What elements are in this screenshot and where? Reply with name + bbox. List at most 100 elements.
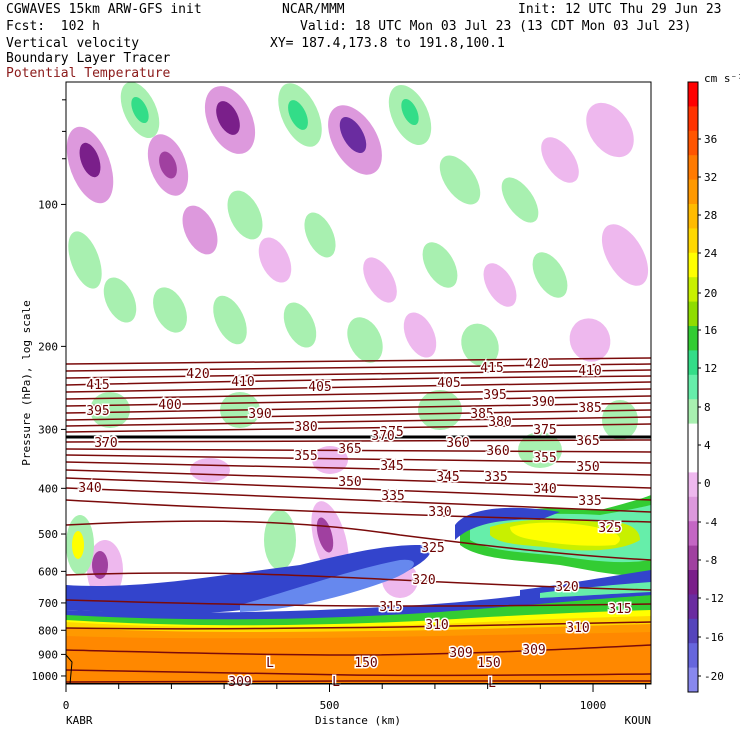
- theta-labels: 415 420 410 405 415 420 410 395 400 390 405 395 390 3…: [77, 356, 633, 693]
- colorbar-label: 20: [704, 287, 717, 300]
- x-tick-label: 0: [63, 699, 70, 712]
- right-station-label: KOUN: [625, 714, 652, 727]
- y-tick-label: 300: [38, 423, 58, 436]
- theta-label: 315: [608, 602, 631, 617]
- x-axis-label: Distance (km): [315, 714, 401, 727]
- colorbar-label: 28: [704, 209, 717, 222]
- y-axis-ticks: 100 200 300 400 500 600 700 800 900 1000: [32, 99, 66, 683]
- colorbar-swatch: [688, 448, 698, 473]
- colorbar-swatch: [688, 130, 698, 156]
- forecast-prefix: Fcst:: [6, 19, 46, 34]
- theta-label: 309: [449, 646, 472, 661]
- theta-label: 420: [525, 357, 548, 372]
- colorbar-swatch: [688, 155, 698, 181]
- colorbar-label: -20: [704, 670, 724, 683]
- colorbar-swatch: [688, 618, 698, 644]
- theta-label: 340: [78, 481, 101, 496]
- colorbar-label: 24: [704, 247, 718, 260]
- colorbar-label: 36: [704, 133, 717, 146]
- theta-label: 405: [437, 376, 460, 391]
- theta-label: 310: [566, 621, 589, 636]
- low-marker: L: [266, 656, 274, 671]
- theta-label: 309: [522, 643, 545, 658]
- colorbar-label: -4: [704, 516, 718, 529]
- theta-label: 365: [576, 434, 599, 449]
- x-tick-label: 500: [320, 699, 340, 712]
- theta-label: 385: [578, 401, 601, 416]
- colorbar-swatch: [688, 496, 698, 522]
- left-station-label: KABR: [66, 714, 93, 727]
- theta-label: 380: [488, 415, 511, 430]
- field-potential-temperature: Potential Temperature: [6, 66, 171, 81]
- theta-label: 410: [578, 364, 601, 379]
- y-tick-label: 800: [38, 624, 58, 637]
- colorbar-label: -12: [704, 592, 724, 605]
- theta-label: 325: [598, 521, 621, 536]
- theta-label: 310: [425, 618, 448, 633]
- theta-label: 395: [86, 404, 109, 419]
- theta-label: 350: [576, 460, 599, 475]
- colorbar-swatch: [688, 228, 698, 254]
- colorbar-label: -16: [704, 631, 724, 644]
- theta-label: 150: [477, 656, 500, 671]
- theta-label: 375: [380, 425, 403, 440]
- theta-label: 400: [158, 398, 181, 413]
- colorbar-frame: [687, 81, 699, 693]
- y-tick-label: 500: [38, 528, 58, 541]
- plot-frame: [65, 81, 652, 685]
- colorbar-swatch: [688, 667, 698, 693]
- colorbar-swatch: [688, 399, 698, 425]
- colorbar-label: 0: [704, 477, 711, 490]
- colorbar-swatch: [688, 545, 698, 571]
- field-boundary-layer-tracer: Boundary Layer Tracer: [6, 51, 171, 66]
- theta-label: 355: [533, 451, 556, 466]
- cross-section-coords: XY= 187.4,173.8 to 191.8,100.1: [270, 36, 505, 51]
- y-tick-label: 100: [38, 198, 58, 211]
- x-axis-ticks: 0 500 1000: [63, 684, 647, 712]
- colorbar: [687, 81, 699, 693]
- colorbar-swatch: [688, 472, 698, 498]
- theta-label: 340: [533, 482, 556, 497]
- colorbar-swatch: [688, 570, 698, 595]
- colorbar-swatch: [688, 423, 698, 449]
- colorbar-label: 32: [704, 171, 717, 184]
- colorbar-swatch: [688, 301, 698, 327]
- terrain-outline: [66, 654, 73, 684]
- theta-label: 335: [484, 470, 507, 485]
- theta-label: 405: [308, 380, 331, 395]
- theta-label: 420: [186, 367, 209, 382]
- y-tick-label: 900: [38, 648, 58, 661]
- theta-label: 390: [531, 395, 554, 410]
- theta-label: 360: [446, 436, 469, 451]
- theta-label: 330: [428, 505, 451, 520]
- y-axis-label: Pressure (hPa), log scale: [20, 300, 33, 466]
- colorbar-swatch: [688, 106, 698, 132]
- y-tick-label: 400: [38, 482, 58, 495]
- vertical-velocity-field: [66, 82, 651, 684]
- theta-label: 320: [555, 580, 578, 595]
- theta-label: 395: [483, 388, 506, 403]
- theta-label: 320: [412, 573, 435, 588]
- boundary-layer-tracer-band: [66, 545, 651, 684]
- theta-label: 385: [470, 407, 493, 422]
- theta-label: 370: [371, 429, 394, 444]
- theta-label: 415: [480, 361, 503, 376]
- theta-label: 345: [380, 459, 403, 474]
- y-tick-label: 200: [38, 340, 58, 353]
- theta-label: 360: [486, 444, 509, 459]
- forecast-label: Fcst: 102 h: [6, 19, 100, 34]
- colorbar-swatch: [688, 179, 698, 205]
- model-title: CGWAVES 15km ARW-GFS init: [6, 2, 202, 17]
- x-tick-label: 1000: [580, 699, 607, 712]
- colorbar-swatch: [688, 204, 698, 229]
- colorbar-label: 16: [704, 324, 717, 337]
- colorbar-swatch: [688, 643, 698, 669]
- org-label: NCAR/MMM: [282, 2, 345, 17]
- theta-label: 335: [381, 489, 404, 504]
- colorbar-swatch: [688, 594, 698, 620]
- y-tick-label: 700: [38, 597, 58, 610]
- theta-label: 415: [86, 378, 109, 393]
- colorbar-swatch: [688, 326, 698, 351]
- colorbar-label: 4: [704, 439, 711, 452]
- y-tick-label: 1000: [32, 670, 59, 683]
